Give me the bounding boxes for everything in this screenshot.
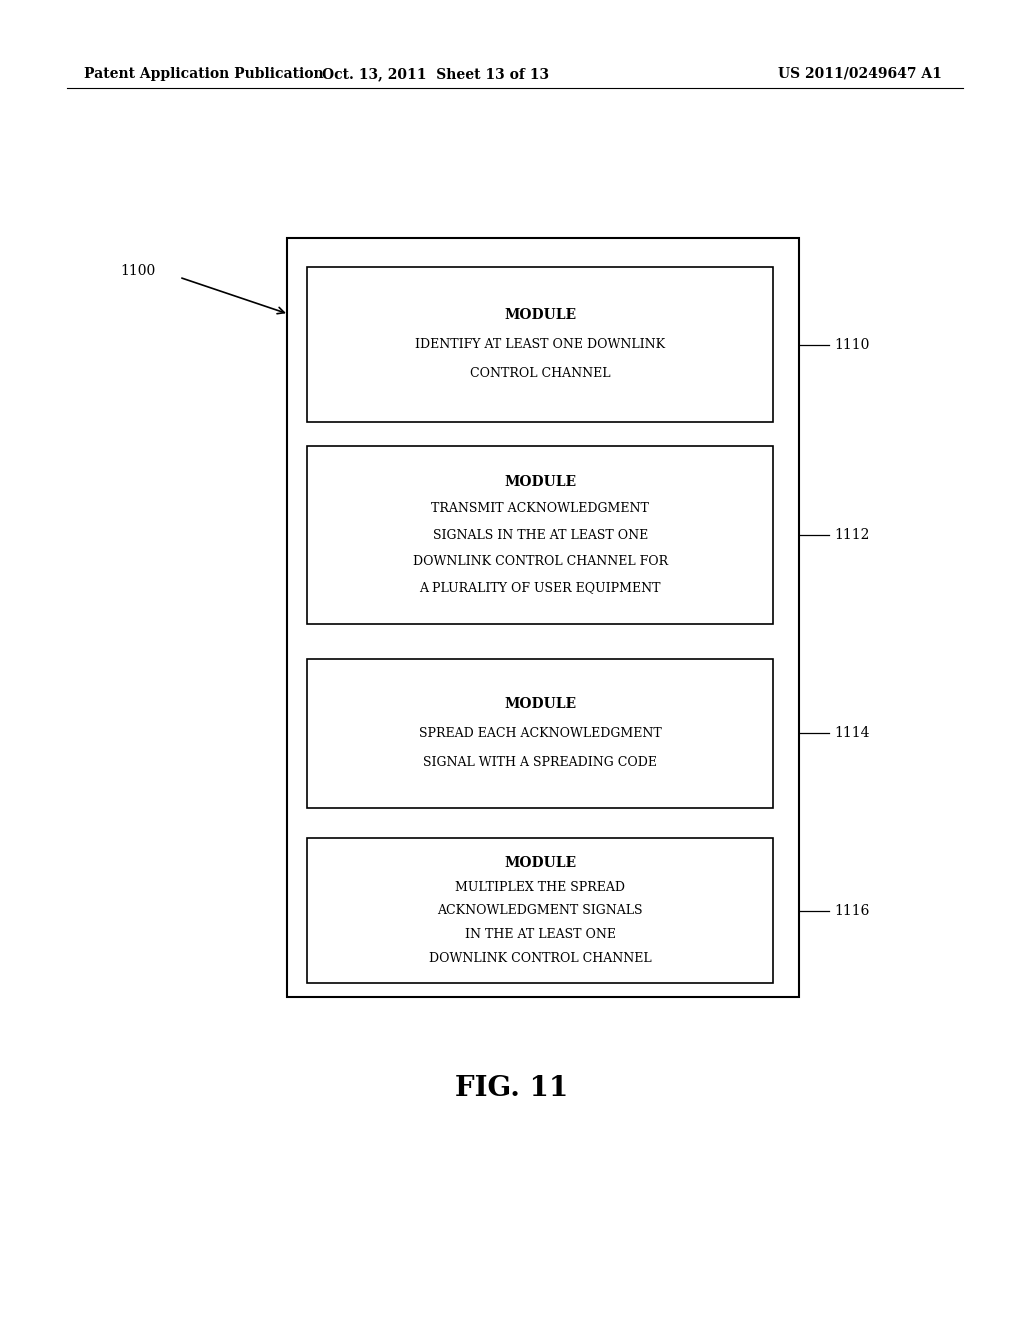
Bar (307, 659, 773, 808)
Text: Patent Application Publication: Patent Application Publication (84, 67, 324, 81)
Text: ACKNOWLEDGMENT SIGNALS: ACKNOWLEDGMENT SIGNALS (437, 904, 643, 917)
Text: 1100: 1100 (121, 264, 156, 277)
Text: SPREAD EACH ACKNOWLEDGMENT: SPREAD EACH ACKNOWLEDGMENT (419, 727, 662, 739)
Text: MODULE: MODULE (504, 309, 577, 322)
Text: Oct. 13, 2011  Sheet 13 of 13: Oct. 13, 2011 Sheet 13 of 13 (322, 67, 549, 81)
Text: 1110: 1110 (835, 338, 870, 351)
Text: MODULE: MODULE (504, 475, 577, 490)
Text: A PLURALITY OF USER EQUIPMENT: A PLURALITY OF USER EQUIPMENT (420, 582, 660, 594)
Text: SIGNALS IN THE AT LEAST ONE: SIGNALS IN THE AT LEAST ONE (432, 529, 648, 541)
Text: SIGNAL WITH A SPREADING CODE: SIGNAL WITH A SPREADING CODE (423, 756, 657, 768)
Text: DOWNLINK CONTROL CHANNEL: DOWNLINK CONTROL CHANNEL (429, 952, 651, 965)
Text: DOWNLINK CONTROL CHANNEL FOR: DOWNLINK CONTROL CHANNEL FOR (413, 556, 668, 568)
Text: CONTROL CHANNEL: CONTROL CHANNEL (470, 367, 610, 380)
Text: FIG. 11: FIG. 11 (456, 1076, 568, 1102)
Text: MODULE: MODULE (504, 857, 577, 870)
Text: IDENTIFY AT LEAST ONE DOWNLINK: IDENTIFY AT LEAST ONE DOWNLINK (415, 338, 666, 351)
Text: 1112: 1112 (835, 528, 870, 543)
Bar (287, 238, 799, 997)
Text: 1114: 1114 (835, 726, 870, 741)
Bar (307, 838, 773, 983)
Text: US 2011/0249647 A1: US 2011/0249647 A1 (778, 67, 942, 81)
Text: 1116: 1116 (835, 904, 870, 917)
Text: IN THE AT LEAST ONE: IN THE AT LEAST ONE (465, 928, 615, 941)
Text: TRANSMIT ACKNOWLEDGMENT: TRANSMIT ACKNOWLEDGMENT (431, 503, 649, 515)
Text: MODULE: MODULE (504, 697, 577, 711)
Bar (307, 267, 773, 422)
Bar (307, 446, 773, 624)
Text: MULTIPLEX THE SPREAD: MULTIPLEX THE SPREAD (455, 880, 626, 894)
